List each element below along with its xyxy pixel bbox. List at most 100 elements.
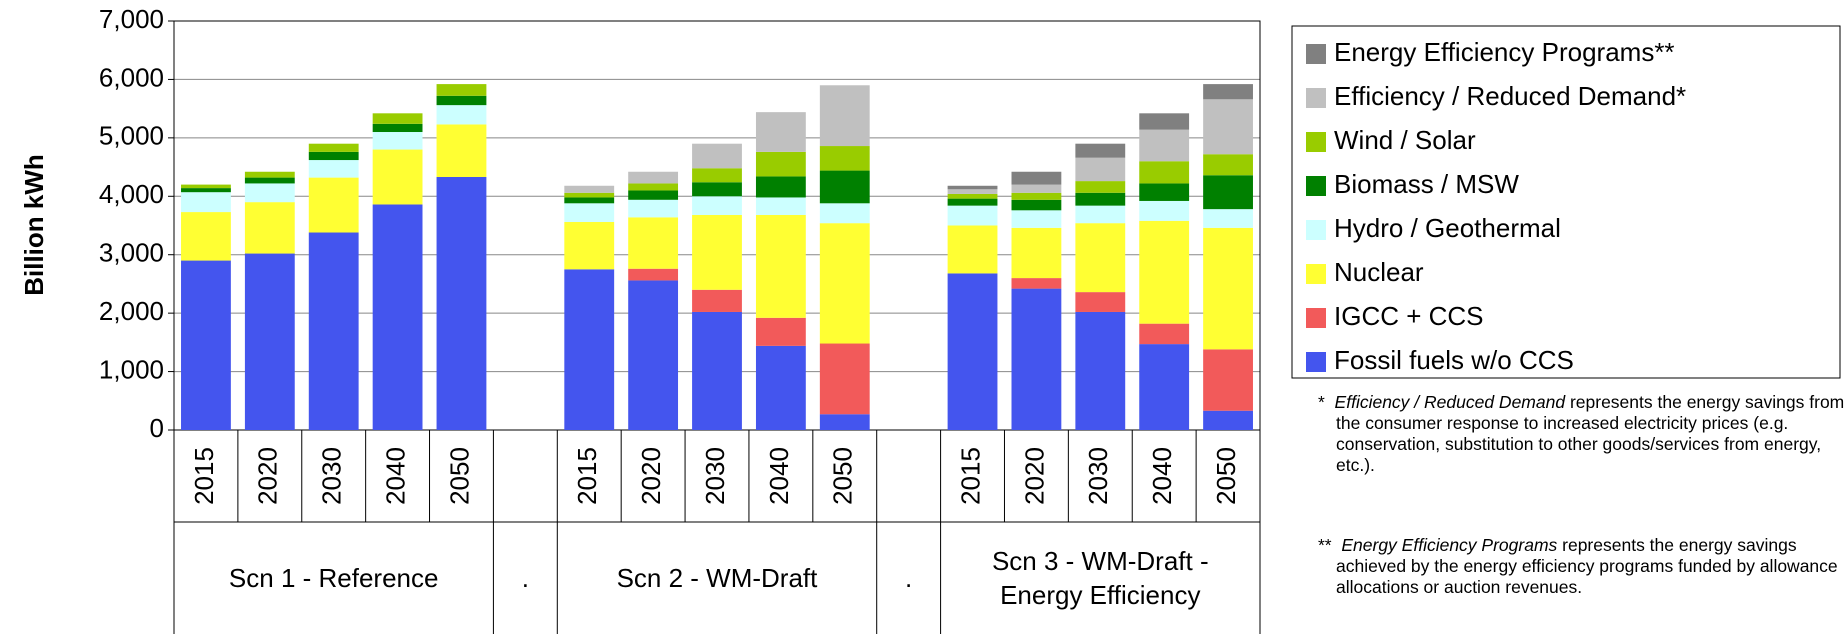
legend-box [1291,25,1841,379]
bar-segment [819,223,870,344]
bar-segment [819,343,870,415]
bar-segment [181,192,231,213]
group-label: Scn 1 - Reference [228,563,439,593]
bar-segment [692,196,742,215]
bar-segment [1011,184,1062,193]
bar-segment [1075,205,1126,224]
bar-segment [308,160,359,178]
y-tick-label: 7,000 [99,4,164,34]
y-tick-label: 0 [150,413,164,443]
bar-segment [308,151,359,161]
bar-segment [564,221,615,270]
bar-segment [1203,84,1253,100]
bar-segment [436,84,487,96]
x-tick-label: 2040 [380,447,410,505]
x-tick-label: 2050 [828,447,858,505]
bar-segment [372,149,423,205]
y-tick-label: 3,000 [99,238,164,268]
y-tick-label: 4,000 [99,179,164,209]
legend-label: Wind / Solar [1334,125,1476,155]
bar-segment [1011,171,1062,185]
bar-segment [947,193,998,199]
footnote: ** Energy Efficiency Programs represents… [1318,535,1847,598]
bar-segment [1203,227,1253,350]
bar-segment [755,214,806,318]
bar-segment [244,177,295,184]
bar-segment [1139,113,1190,130]
legend-label: Hydro / Geothermal [1334,213,1561,243]
bar-segment [628,190,679,200]
bar-segment [436,95,487,106]
bar-segment [947,198,998,206]
bar-segment [564,203,615,222]
bar-segment [1075,292,1126,312]
bar-segment [244,171,295,178]
bar-segment [1139,129,1190,162]
x-tick-label: 2015 [955,447,985,505]
bar-segment [755,345,806,430]
bar-segment [755,197,806,215]
bar-segment [692,168,742,183]
bar-segment [628,183,679,191]
bar-segment [564,192,615,198]
bar-segment [819,203,870,224]
legend-label: IGCC + CCS [1334,301,1484,331]
bar-segment [1139,220,1190,324]
bar-segment [181,188,231,193]
bar-segment [819,85,870,147]
bar-segment [244,202,295,254]
legend-label: Biomass / MSW [1334,169,1519,199]
x-tick-label: 2015 [189,447,219,505]
bar-segment [1139,323,1190,345]
bar-segment [1203,154,1253,176]
legend-swatch [1306,264,1326,284]
group-label: . [905,563,913,593]
bar-segment [564,185,615,193]
x-tick-label: 2030 [700,447,730,505]
bar-segment [1203,209,1253,228]
bar-segment [947,273,998,430]
bar-segment [692,182,742,197]
bar-segment [436,105,487,125]
bar-segment [372,204,423,430]
bar-segment [1075,157,1126,182]
footnote: * Efficiency / Reduced Demand represents… [1318,392,1847,476]
bar-segment [1075,181,1126,193]
bar-segment [1075,192,1126,206]
bar-segment [1203,99,1253,155]
bar-segment [947,185,998,190]
bar-segment [692,214,742,290]
y-tick-label: 5,000 [99,121,164,151]
bar-segment [1139,161,1190,184]
bar-segment [1139,344,1190,430]
x-tick-label: 2030 [1083,447,1113,505]
bar-segment [372,123,423,133]
bar-segment [181,260,231,430]
bar-segment [1011,199,1062,211]
bar-segment [1203,175,1253,210]
bar-segment [436,177,487,430]
bar-segment [308,232,359,430]
bar-segment [1011,227,1062,279]
bar-segment [244,183,295,203]
bar-segment [947,189,998,194]
bar-segment [819,146,870,171]
bar-segment [755,176,806,198]
bar-segment [372,113,423,124]
bar-segment [755,151,806,177]
bar-segment [692,311,742,430]
legend-swatch [1306,308,1326,328]
bar-segment [372,132,423,150]
bar-segment [628,268,679,281]
bar-segment [308,143,359,152]
x-tick-label: 2040 [764,447,794,505]
bar-segment [1011,278,1062,289]
bar-segment [1139,200,1190,221]
bar-segment [181,212,231,261]
y-axis-title: Billion kWh [19,154,49,296]
y-tick-label: 1,000 [99,354,164,384]
footnote-marker: ** [1318,535,1332,555]
bar-segment [755,317,806,346]
bar-segment [819,414,870,430]
bar-segment [181,184,231,189]
